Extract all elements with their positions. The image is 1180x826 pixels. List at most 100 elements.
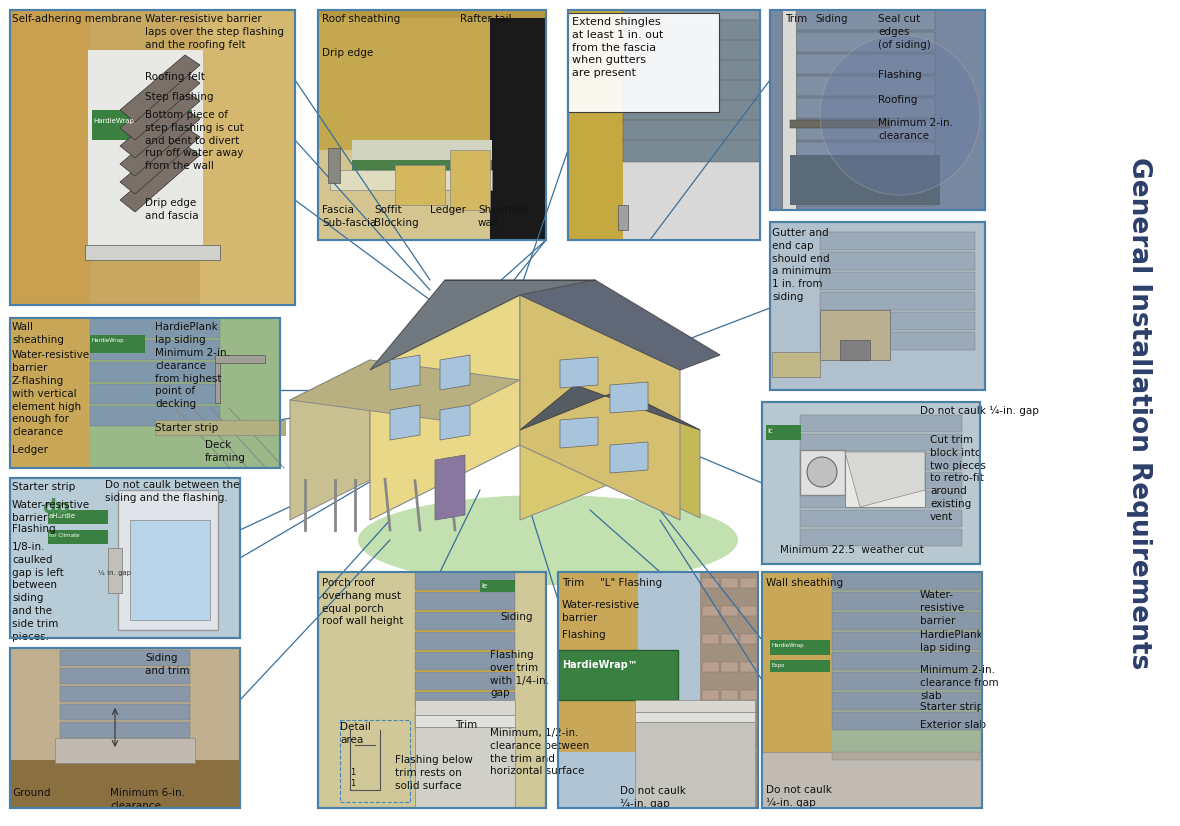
Bar: [352, 140, 492, 160]
Bar: [820, 332, 975, 350]
Text: Ledger: Ledger: [12, 445, 48, 455]
Text: Starter strip: Starter strip: [920, 702, 983, 712]
Bar: [762, 752, 982, 807]
Text: Fascia: Fascia: [322, 205, 354, 215]
Text: Z-flashing
with vertical
element high
enough for
clearance: Z-flashing with vertical element high en…: [12, 376, 81, 437]
Bar: [721, 634, 738, 644]
Bar: [702, 774, 719, 784]
Text: 1/8-in.
caulked
gap is left
between
siding
and the
side trim
pieces.: 1/8-in. caulked gap is left between sidi…: [12, 542, 64, 642]
Bar: [800, 472, 962, 489]
Bar: [415, 612, 514, 630]
Bar: [317, 10, 546, 150]
Text: Water-resistive
barrier: Water-resistive barrier: [12, 500, 90, 523]
Bar: [9, 318, 280, 468]
Text: Roof sheathing: Roof sheathing: [322, 14, 400, 24]
Bar: [9, 478, 240, 638]
Bar: [9, 10, 295, 305]
Text: aHardie: aHardie: [50, 513, 77, 519]
Bar: [771, 660, 830, 672]
Bar: [800, 434, 962, 451]
Text: Bottom piece of
step flashing is cut
and bent to divert
run off water away
from : Bottom piece of step flashing is cut and…: [145, 110, 244, 171]
Polygon shape: [371, 280, 595, 370]
Bar: [789, 120, 890, 128]
Bar: [415, 715, 514, 727]
Text: ¼ in. gap: ¼ in. gap: [98, 570, 131, 576]
Bar: [721, 718, 738, 728]
Text: Wall sheathing: Wall sheathing: [766, 578, 844, 588]
Polygon shape: [120, 127, 199, 194]
Text: HardiePlank
lap siding: HardiePlank lap siding: [155, 322, 218, 344]
Bar: [789, 120, 935, 140]
Text: Minimum 22.5  weather cut: Minimum 22.5 weather cut: [780, 545, 924, 555]
Text: Seal cut
edges
(of siding): Seal cut edges (of siding): [878, 14, 931, 50]
Bar: [832, 592, 981, 610]
Bar: [789, 32, 935, 52]
Text: Flashing below
trim rests on
solid surface: Flashing below trim rests on solid surfa…: [395, 755, 473, 790]
Bar: [90, 340, 219, 360]
Bar: [395, 165, 445, 205]
Polygon shape: [435, 455, 465, 520]
Bar: [820, 292, 975, 310]
Text: dp: dp: [42, 498, 70, 517]
Bar: [623, 160, 760, 240]
Bar: [789, 142, 935, 162]
Bar: [740, 578, 758, 588]
Text: Water-resistive barrier
laps over the step flashing
and the roofing felt: Water-resistive barrier laps over the st…: [145, 14, 284, 50]
Bar: [721, 662, 738, 672]
Bar: [702, 662, 719, 672]
Text: Roofing: Roofing: [878, 95, 917, 105]
Bar: [90, 335, 145, 353]
Polygon shape: [620, 390, 700, 518]
Bar: [771, 10, 985, 210]
Bar: [568, 10, 760, 240]
Text: Drip edge: Drip edge: [322, 48, 373, 58]
Bar: [9, 648, 240, 808]
Text: Do not caulk
¼-in. gap: Do not caulk ¼-in. gap: [766, 785, 832, 808]
Text: Starter strip: Starter strip: [155, 423, 218, 433]
Text: Trim: Trim: [455, 720, 477, 730]
Text: Sub-fascia: Sub-fascia: [322, 218, 376, 228]
Bar: [415, 592, 514, 610]
Text: Siding: Siding: [815, 14, 847, 24]
Bar: [702, 578, 719, 588]
Bar: [9, 478, 240, 638]
Bar: [832, 632, 981, 650]
Bar: [9, 318, 280, 468]
Text: Starter strip: Starter strip: [12, 482, 76, 492]
Bar: [721, 746, 738, 756]
Bar: [415, 572, 514, 590]
Bar: [618, 205, 628, 230]
Text: Siding: Siding: [500, 612, 532, 622]
Polygon shape: [440, 355, 470, 390]
Polygon shape: [560, 357, 598, 388]
Bar: [623, 60, 760, 82]
Polygon shape: [290, 360, 520, 420]
Bar: [317, 10, 546, 18]
Text: Soffit: Soffit: [374, 205, 401, 215]
Bar: [328, 148, 340, 183]
Bar: [832, 692, 981, 710]
Bar: [820, 310, 890, 360]
Bar: [789, 155, 940, 205]
Bar: [60, 686, 190, 702]
Text: General Installation Requirements: General Installation Requirements: [1126, 157, 1152, 669]
Bar: [740, 774, 758, 784]
Text: Exterior slab: Exterior slab: [920, 720, 986, 730]
Bar: [800, 450, 845, 495]
Bar: [415, 727, 514, 807]
Bar: [92, 110, 192, 140]
Bar: [60, 704, 190, 720]
Bar: [635, 712, 755, 722]
Bar: [766, 425, 801, 440]
Bar: [789, 76, 935, 96]
Bar: [771, 222, 985, 390]
Text: Do not caulk
¼-in. gap: Do not caulk ¼-in. gap: [620, 786, 686, 809]
Bar: [90, 406, 219, 426]
Polygon shape: [440, 405, 470, 440]
Text: HardieWrap™: HardieWrap™: [562, 660, 637, 670]
Bar: [832, 712, 981, 730]
Text: Trim: Trim: [562, 578, 584, 588]
Text: Wall
sheathing: Wall sheathing: [12, 322, 64, 344]
Bar: [199, 10, 295, 305]
Bar: [55, 738, 195, 763]
